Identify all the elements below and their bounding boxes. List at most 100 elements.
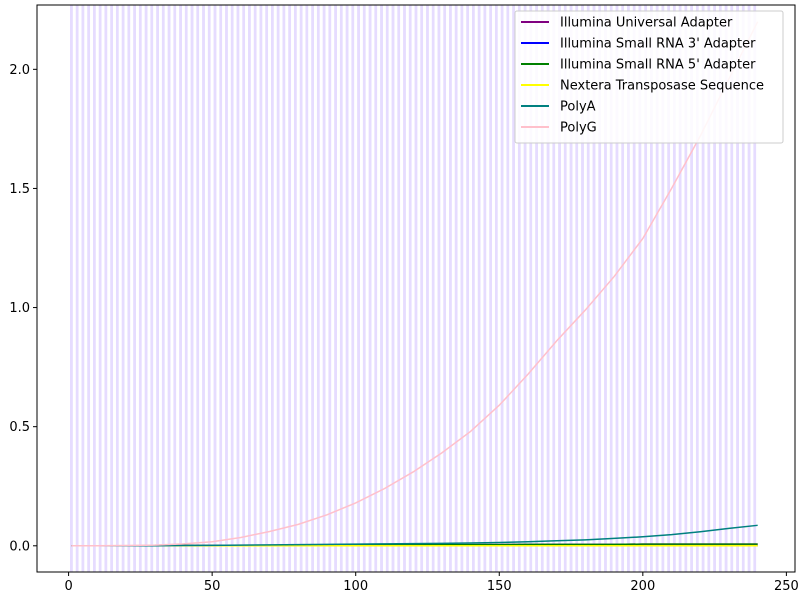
background-band bbox=[127, 5, 131, 572]
background-band bbox=[566, 5, 570, 572]
background-band bbox=[750, 5, 754, 572]
background-band bbox=[492, 5, 495, 572]
background-band bbox=[517, 5, 521, 572]
background-band bbox=[520, 5, 524, 572]
background-band bbox=[156, 5, 160, 572]
background-band bbox=[658, 5, 662, 572]
background-band bbox=[227, 5, 231, 572]
background-band bbox=[604, 5, 607, 572]
background-band bbox=[92, 5, 96, 572]
background-band bbox=[397, 5, 401, 572]
background-band bbox=[95, 5, 99, 572]
background-band bbox=[101, 5, 105, 572]
background-band bbox=[391, 5, 395, 572]
background-band bbox=[744, 5, 748, 572]
background-band bbox=[276, 5, 280, 572]
background-band bbox=[563, 5, 567, 572]
background-band bbox=[187, 5, 191, 572]
background-band bbox=[339, 5, 343, 572]
background-band bbox=[721, 5, 725, 572]
background-band bbox=[695, 5, 699, 572]
background-band bbox=[161, 5, 165, 572]
background-band bbox=[618, 5, 622, 572]
background-band bbox=[118, 5, 122, 572]
background-band bbox=[650, 5, 653, 572]
background-band bbox=[549, 5, 553, 572]
background-band bbox=[426, 5, 429, 572]
background-band bbox=[141, 5, 145, 572]
background-band bbox=[474, 5, 478, 572]
background-band bbox=[219, 5, 223, 572]
background-band bbox=[698, 5, 702, 572]
background-band bbox=[271, 5, 274, 572]
legend-label: Illumina Universal Adapter bbox=[560, 16, 733, 31]
background-band bbox=[469, 5, 472, 572]
background-band bbox=[560, 5, 564, 572]
background-band bbox=[555, 5, 559, 572]
background-band bbox=[569, 5, 573, 572]
background-band bbox=[296, 5, 300, 572]
background-band bbox=[250, 5, 254, 572]
background-band bbox=[655, 5, 659, 572]
background-band bbox=[713, 5, 717, 572]
background-band bbox=[690, 5, 694, 572]
background-band bbox=[753, 5, 757, 572]
background-band bbox=[586, 5, 590, 572]
background-band bbox=[730, 5, 734, 572]
background-band bbox=[451, 5, 455, 572]
legend-label: Illumina Small RNA 5' Adapter bbox=[560, 58, 756, 73]
background-band bbox=[124, 5, 128, 572]
background-band bbox=[526, 5, 530, 572]
background-band bbox=[199, 5, 203, 572]
background-band bbox=[523, 5, 527, 572]
background-band bbox=[291, 5, 294, 572]
background-band bbox=[581, 5, 584, 572]
background-band bbox=[365, 5, 369, 572]
background-band bbox=[328, 5, 332, 572]
legend-label: Nextera Transposase Sequence bbox=[560, 79, 764, 94]
background-band bbox=[202, 5, 205, 572]
background-band bbox=[598, 5, 602, 572]
background-band bbox=[110, 5, 114, 572]
background-band bbox=[405, 5, 409, 572]
background-band bbox=[285, 5, 289, 572]
background-band bbox=[325, 5, 329, 572]
background-band bbox=[377, 5, 381, 572]
background-band bbox=[621, 5, 625, 572]
background-band bbox=[167, 5, 171, 572]
x-tick-label: 50 bbox=[204, 579, 221, 594]
background-band bbox=[204, 5, 208, 572]
background-band bbox=[233, 5, 237, 572]
background-band bbox=[354, 5, 358, 572]
background-band bbox=[727, 5, 731, 572]
y-tick-label: 0.0 bbox=[9, 539, 30, 554]
background-band bbox=[362, 5, 366, 572]
background-band bbox=[716, 5, 719, 572]
background-band bbox=[408, 5, 412, 572]
background-band bbox=[256, 5, 260, 572]
background-band bbox=[78, 5, 82, 572]
background-band bbox=[184, 5, 188, 572]
legend-label: Illumina Small RNA 3' Adapter bbox=[560, 37, 756, 52]
background-band bbox=[316, 5, 320, 572]
background-band bbox=[595, 5, 599, 572]
background-band bbox=[403, 5, 406, 572]
background-band bbox=[150, 5, 154, 572]
background-band bbox=[684, 5, 688, 572]
background-band bbox=[70, 5, 73, 572]
background-band bbox=[239, 5, 243, 572]
background-band bbox=[687, 5, 691, 572]
background-band bbox=[632, 5, 636, 572]
background-band bbox=[624, 5, 628, 572]
background-band bbox=[144, 5, 148, 572]
series-line-4 bbox=[71, 524, 758, 547]
background-band bbox=[486, 5, 490, 572]
background-band bbox=[176, 5, 180, 572]
background-band bbox=[153, 5, 157, 572]
background-band bbox=[107, 5, 111, 572]
background-band bbox=[572, 5, 576, 572]
background-band bbox=[578, 5, 582, 572]
axes-frame bbox=[36, 4, 796, 573]
background-band bbox=[164, 5, 168, 572]
background-band bbox=[133, 5, 137, 572]
